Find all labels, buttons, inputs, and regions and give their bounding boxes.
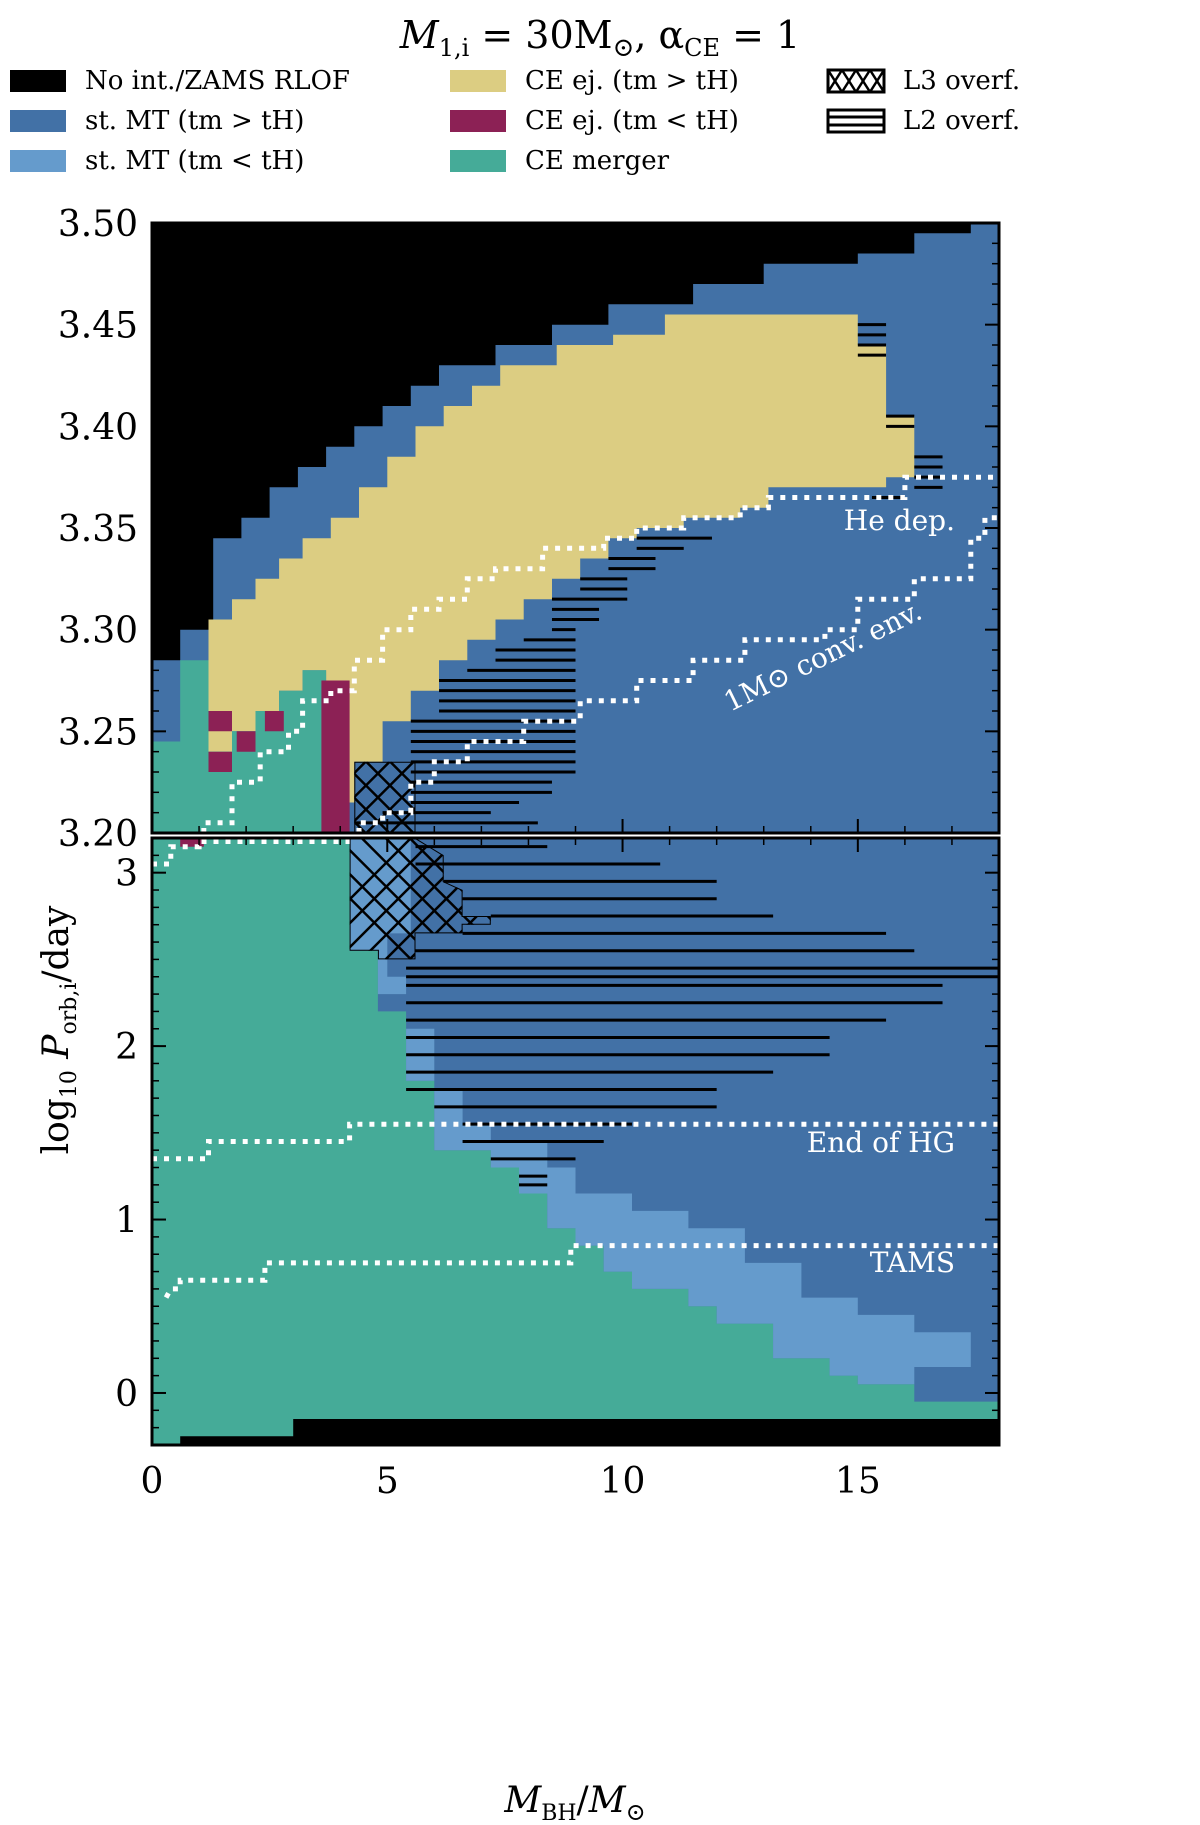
title-alpha-subscript: CE (684, 34, 720, 62)
y-tick-label: 0 (115, 1374, 138, 1415)
legend-label-st_mt_long: st. MT (tm > tH) (85, 106, 304, 136)
contour-tams (163, 1243, 999, 1299)
region-ce-merger (152, 838, 999, 1445)
legend-label-ce_ej_short: CE ej. (tm < tH) (525, 106, 739, 136)
svg-text:log10 Porb,i/day: log10 Porb,i/day (36, 905, 82, 1154)
x-tick-label: 15 (835, 1461, 881, 1502)
legend-label-l3: L3 overf. (903, 66, 1020, 96)
legend-label-l2: L2 overf. (903, 106, 1020, 136)
upper-panel: 3.20 3.25 3.30 3.35 3.40 3.45 3.50 (58, 204, 1001, 855)
y-axis-label: log10 Porb,i/day (36, 905, 82, 1154)
y-tick-label: 1 (115, 1201, 138, 1242)
legend-label-st_mt_short: st. MT (tm < tH) (85, 146, 304, 176)
legend-label-ce_ej_long: CE ej. (tm > tH) (525, 66, 739, 96)
x-tick-label: 0 (141, 1461, 164, 1502)
y-tick-label: 3.20 (58, 814, 138, 855)
region-ce-ej-short (321, 680, 350, 833)
y-tick-label: 3.25 (58, 712, 138, 753)
legend-swatch-no_int (10, 70, 66, 92)
legend-label-no_int: No int./ZAMS RLOF (85, 66, 350, 96)
figure-title: M1,i = 30M⊙, αCE = 1 (399, 13, 800, 63)
legend-label-ce_merger: CE merger (525, 146, 670, 176)
region-ce-ej-short (236, 731, 256, 752)
x-tick-label: 10 (600, 1461, 646, 1502)
y-tick-label: 2 (115, 1027, 138, 1068)
title-mass-value: = 30M (469, 13, 612, 57)
region-no-int (152, 1419, 999, 1445)
title-alpha-symbol: , α (634, 13, 684, 57)
region-ce-ej-short (264, 711, 284, 732)
region-ce-ej-long (208, 314, 915, 803)
title-mass-subscript: 1,i (439, 34, 470, 62)
contour-he-depletion (201, 474, 999, 833)
y-tick-label: 3.35 (58, 509, 138, 550)
legend-swatch-l3 (826, 68, 886, 94)
legend-swatch-st_mt_long (10, 110, 66, 132)
x-axis-label: MBH/M⊙ (503, 1780, 645, 1825)
legend: No int./ZAMS RLOF st. MT (tm > tH) st. MT … (10, 66, 1020, 176)
x-tick-label: 5 (376, 1461, 399, 1502)
legend-swatch-ce_ej_long (450, 70, 506, 92)
region-ce-ej-short (208, 711, 232, 732)
y-tick-label: 3.45 (58, 306, 138, 347)
end-of-hg-label: End of HG (807, 1126, 955, 1159)
y-tick-label: 3.30 (58, 611, 138, 652)
legend-swatch-st_mt_short (10, 150, 66, 172)
region-no-int (152, 223, 971, 661)
title-alpha-value: = 1 (720, 13, 800, 57)
axes: MBH/M⊙ log10 Porb,i/day (36, 905, 646, 1825)
lower-panel: 0 1 2 3 0 5 10 15 (115, 836, 1001, 1502)
y-tick-label: 3.40 (58, 407, 138, 448)
tams-label: TAMS (870, 1246, 955, 1279)
legend-swatch-l2 (826, 108, 886, 134)
region-ce-ej-short (208, 751, 232, 772)
y-tick-label: 3.50 (58, 204, 138, 245)
contour-he-depletion-lower (152, 839, 350, 867)
legend-swatch-ce_ej_short (450, 110, 506, 132)
region-st-mt-short (349, 838, 971, 1385)
title-sun-symbol: ⊙ (613, 33, 635, 63)
he-depletion-label: He dep. (844, 504, 955, 537)
legend-swatch-ce_merger (450, 150, 506, 172)
svg-text:M1,i = 30M⊙, αCE = 1: M1,i = 30M⊙, αCE = 1 (399, 13, 800, 63)
y-tick-label: 3 (115, 854, 138, 895)
contour-end-of-hg (152, 1121, 999, 1162)
title-mass-symbol: M (399, 13, 440, 57)
